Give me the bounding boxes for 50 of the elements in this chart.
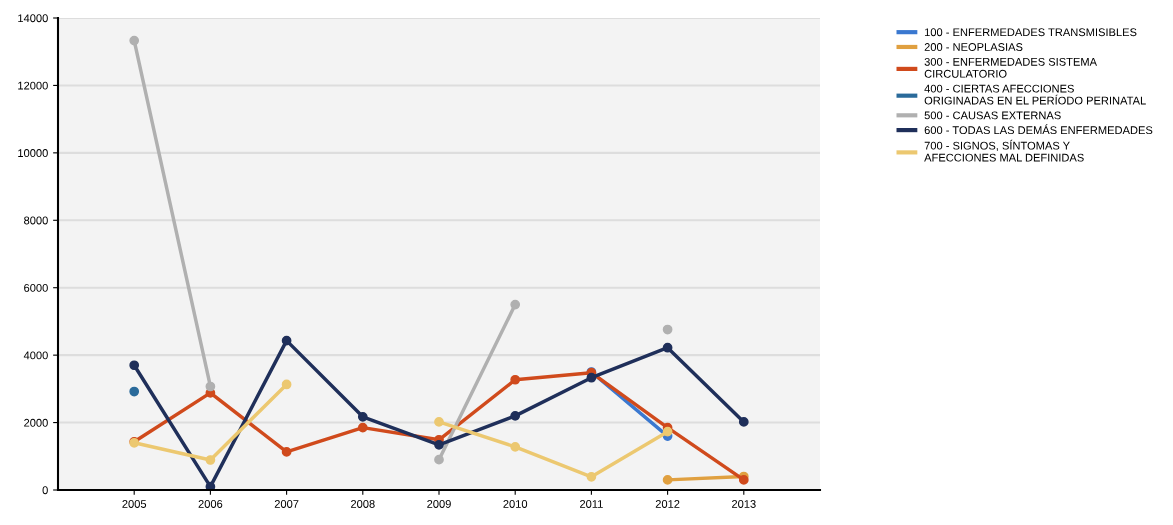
point [129, 35, 140, 46]
point [281, 335, 292, 346]
x-tick-label: 2009 [427, 500, 451, 508]
point [281, 379, 292, 390]
point [662, 342, 673, 353]
point [205, 455, 216, 465]
point [205, 481, 216, 490]
legend-label: 100 - ENFERMEDADES TRANSMISIBLES [924, 28, 1137, 37]
point [662, 324, 673, 335]
point [586, 471, 597, 482]
x-tick-label: 2011 [580, 500, 603, 508]
x-tick-label: 2005 [122, 500, 147, 508]
point [738, 417, 749, 427]
point [357, 422, 368, 433]
y-tick-label: 2000 [24, 418, 48, 427]
point [129, 386, 140, 397]
legend-label: 400 - CIERTAS AFECCIONES ORIGINADAS EN EL PERÍODO PERINATAL [924, 84, 1146, 105]
y-tick-label: 4000 [23, 351, 48, 360]
point [434, 454, 444, 465]
point [510, 410, 521, 421]
x-tick-label: 2007 [274, 500, 299, 508]
y-tick-label: 6000 [24, 283, 48, 292]
point [434, 439, 444, 450]
x-tick-label: 2013 [732, 500, 756, 508]
legend-label: 200 - NEOPLASIAS [924, 43, 1023, 51]
legend-label: 300 - ENFERMEDADES SISTEMA CIRCULATORIO [924, 57, 1097, 78]
point [510, 441, 521, 452]
point [662, 475, 673, 485]
y-tick-label: 8000 [24, 216, 48, 225]
point [510, 374, 521, 385]
x-tick-label: 2010 [503, 500, 528, 508]
point [357, 411, 368, 422]
point [434, 417, 444, 427]
y-tick-label: 14000 [18, 14, 48, 23]
legend-label: 600 - TODAS LAS DEMÁS ENFERMEDADES [924, 124, 1153, 135]
point [510, 299, 521, 310]
legend-label: 700 - SIGNOS, SÍNTOMAS Y AFECCIONES MAL DEFINIDAS [924, 139, 1084, 162]
point [281, 447, 292, 457]
point [129, 360, 140, 371]
x-tick-label: 2006 [198, 500, 223, 508]
point [205, 381, 216, 392]
point [738, 475, 749, 485]
point [662, 426, 673, 437]
y-tick-label: 0 [42, 486, 48, 495]
point [586, 372, 597, 383]
x-tick-label: 2008 [351, 500, 375, 508]
legend-label: 500 - CAUSAS EXTERNAS [924, 111, 1061, 120]
y-tick-label: 10000 [18, 149, 48, 157]
y-tick-label: 12000 [18, 81, 48, 90]
x-tick-label: 2012 [655, 500, 680, 508]
